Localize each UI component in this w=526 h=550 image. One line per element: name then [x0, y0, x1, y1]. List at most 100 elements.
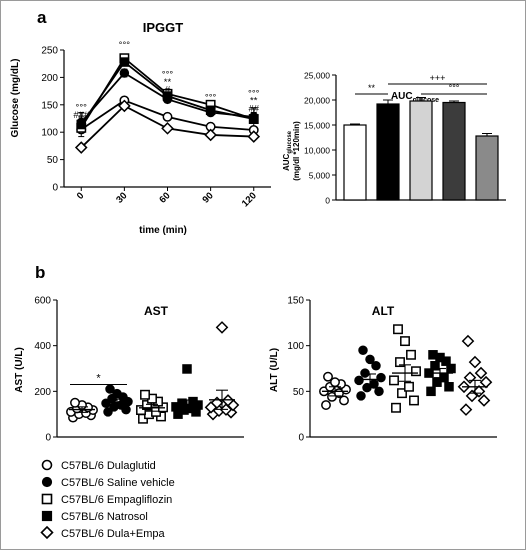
ipggt-annotation: ###	[73, 110, 90, 121]
legend-marker-open-circle	[41, 459, 53, 471]
auc-significance-label: **	[368, 83, 376, 93]
alt-point	[393, 324, 403, 335]
ast-point	[142, 400, 152, 410]
ipggt-point	[76, 119, 87, 130]
alt-point	[474, 366, 488, 380]
auc-y-tick-label: 5,000	[309, 171, 331, 181]
alt-point	[374, 386, 384, 397]
alt-point	[400, 336, 410, 347]
auc-y-tick-label: 0	[325, 196, 330, 206]
alt-point	[479, 375, 493, 389]
ipggt-x-tick-label: 90	[200, 190, 215, 205]
alt-point	[323, 371, 333, 382]
ipggt-point	[74, 141, 88, 154]
ipggt-y-axis-label: Glucose (mg/dL)	[10, 59, 21, 138]
ast-point	[103, 407, 113, 417]
alt-point	[444, 382, 454, 392]
ipggt-y-tick-label: 0	[52, 183, 58, 194]
ipggt-x-tick-label: 120	[240, 190, 259, 209]
ipggt-y-tick-label: 200	[41, 73, 58, 84]
ipggt-point	[161, 122, 174, 135]
legend-marker-open-square	[41, 493, 53, 505]
alt-point	[339, 395, 349, 406]
legend-label: C57BL/6 Dula+Empa	[61, 528, 166, 540]
auc-significance-label: °°°	[449, 83, 460, 93]
ast-plot: 0 200 400 600 *	[34, 296, 244, 444]
alt-y-tick-label: 150	[287, 296, 304, 307]
alt-point	[395, 357, 405, 368]
alt-point	[356, 391, 366, 401]
legend-marker-filled-square	[41, 510, 53, 522]
auc-y-tick-label: 15,000	[304, 121, 330, 131]
ipggt-annotation: °°°	[119, 40, 131, 51]
ipggt-point	[118, 99, 131, 113]
ast-title: AST	[144, 304, 169, 318]
alt-point	[360, 368, 370, 378]
ipggt-point	[119, 57, 130, 67]
legend-label: C57BL/6 Dulaglutid	[61, 460, 156, 472]
ast-y-axis-label: AST (U/L)	[14, 347, 25, 393]
panel-label-b: b	[35, 263, 45, 282]
auc-y-tick-label: 25,000	[304, 71, 330, 81]
alt-y-tick-label: 0	[298, 433, 304, 444]
alt-point	[389, 375, 399, 386]
alt-point	[430, 361, 440, 371]
alt-point	[461, 334, 475, 348]
ipggt-y-tick-label: 50	[47, 155, 59, 166]
legend-label: C57BL/6 Saline vehicle	[61, 477, 175, 489]
alt-point	[406, 349, 416, 360]
legend-item: C57BL/6 Empagliflozin	[41, 493, 172, 506]
auc-y-tick-label: 10,000	[304, 146, 330, 156]
alt-point	[376, 372, 386, 383]
legend-label: C57BL/6 Empagliflozin	[61, 494, 172, 506]
ast-point	[105, 384, 115, 394]
ipggt-x-tick-label: 60	[157, 190, 172, 205]
ipggt-y-tick-label: 100	[41, 128, 58, 139]
alt-y-tick-label: 100	[287, 341, 304, 352]
legend: C57BL/6 Dulaglutid C57BL/6 Saline vehicl…	[40, 459, 175, 540]
panel-label-a: a	[37, 8, 47, 27]
ast-y-tick-label: 200	[34, 387, 51, 398]
legend-item: C57BL/6 Dula+Empa	[40, 525, 166, 540]
alt-y-tick-label: 50	[293, 387, 305, 398]
ipggt-annotation: °°°	[205, 92, 217, 103]
legend-item: C57BL/6 Dulaglutid	[41, 459, 156, 472]
alt-plot: 0 50 100 150	[287, 296, 497, 444]
ast-significance-label: *	[96, 372, 101, 384]
ipggt-y-tick-label: 250	[41, 46, 58, 57]
ipggt-annotation: °°°	[162, 69, 174, 80]
ast-point	[215, 321, 229, 334]
alt-point	[411, 366, 421, 377]
ast-point	[136, 405, 146, 416]
ipggt-point	[204, 128, 217, 142]
ipggt-x-tick-label: 0	[75, 190, 87, 202]
auc-plot: 0 5,000 10,000 15,000 20,000 25,000 ** +++°°°	[304, 71, 506, 206]
ast-point	[182, 364, 192, 374]
ipggt-point	[119, 68, 130, 78]
auc-bar	[376, 103, 400, 201]
alt-point	[391, 402, 401, 413]
ast-point	[112, 388, 122, 399]
ipggt-point	[249, 114, 259, 124]
alt-point	[477, 394, 491, 407]
ipggt-point	[205, 105, 216, 116]
legend-item: C57BL/6 Saline vehicle	[41, 476, 175, 489]
alt-point	[468, 355, 482, 369]
ipggt-annotation: #	[165, 85, 171, 96]
ast-y-tick-label: 0	[45, 433, 51, 444]
alt-point	[354, 375, 364, 386]
ipggt-x-axis-label: time (min)	[139, 225, 187, 236]
legend-item: C57BL/6 Natrosol	[41, 510, 148, 523]
auc-y-axis-label-line2: (mg/dl *120min)	[292, 121, 301, 181]
alt-point	[459, 403, 473, 416]
auc-significance-label: +++	[430, 73, 446, 83]
ast-point	[177, 398, 187, 408]
ipggt-title: IPGGT	[143, 20, 184, 35]
legend-marker-filled-circle	[41, 476, 53, 488]
auc-bar	[475, 135, 499, 201]
ast-point	[70, 397, 80, 408]
ipggt-annotation: **	[164, 77, 172, 88]
